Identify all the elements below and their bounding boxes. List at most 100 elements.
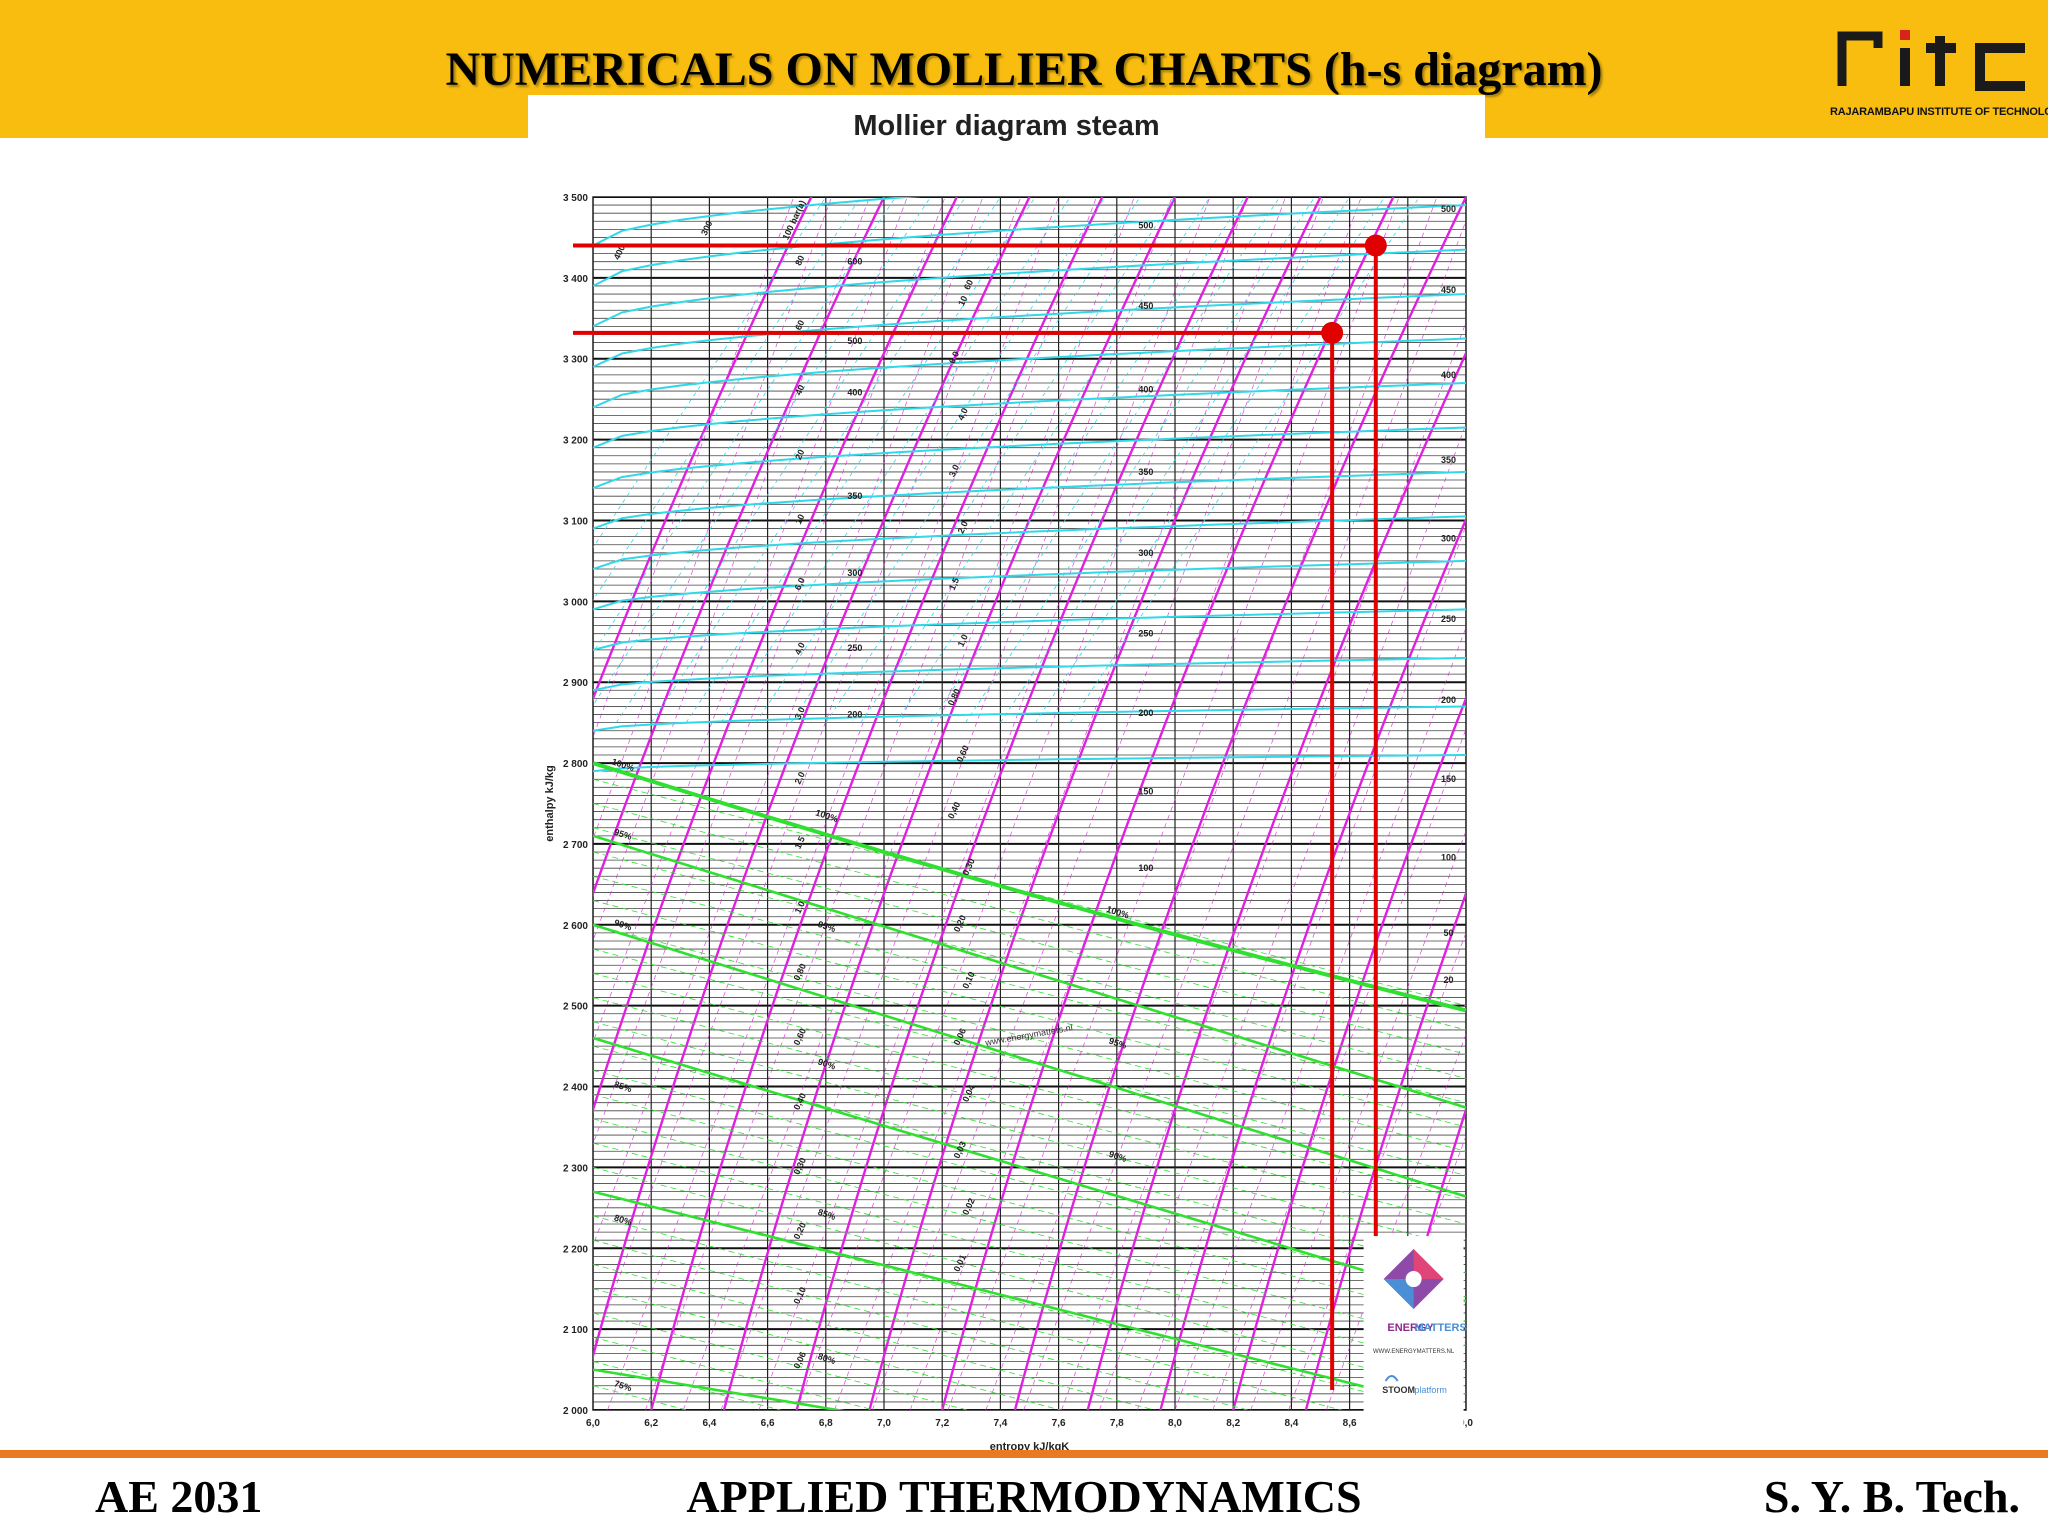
isobar-line <box>1304 889 1466 1410</box>
cyan-dash-line <box>755 197 1106 723</box>
isotherm-label: 350 <box>1138 467 1153 477</box>
mollier-chart: 6,0 6,2 6,4 6,6 6,8 7,0 7,2 7,4 7,6 7,8 8,0 8,2 8,4 8… <box>544 193 1473 1453</box>
isobar-line <box>593 197 958 1114</box>
x-tick-label: 7,6 <box>1052 1418 1066 1429</box>
platform-name-accent: platform <box>1414 1385 1447 1395</box>
class-label: S. Y. B. Tech. <box>1763 1471 2020 1522</box>
isotherm-line <box>593 337 1466 409</box>
quality-dash-line <box>593 1215 1343 1410</box>
quality-dash-line <box>593 900 1466 1128</box>
isotherm-line <box>593 470 1466 530</box>
quality-dash-line <box>593 1045 1466 1273</box>
cyan-dash-line <box>650 197 1001 723</box>
quality-dash-line <box>593 1336 876 1410</box>
state-point-marker <box>1364 234 1387 257</box>
x-tick-label: 6,6 <box>761 1418 775 1429</box>
isotherm-line <box>593 426 1466 490</box>
course-name: APPLIED THERMODYNAMICS <box>686 1471 1362 1522</box>
rit-logo-icon <box>1837 30 2025 91</box>
x-tick-label: 8,0 <box>1168 1418 1182 1429</box>
isotherm-label: 300 <box>1441 533 1456 543</box>
y-tick-label: 3 100 <box>563 516 588 527</box>
x-tick-label: 6,8 <box>819 1418 833 1429</box>
isotherm-label: 250 <box>1441 614 1456 624</box>
energymatters-logo-accent2-icon <box>1383 1279 1414 1310</box>
cyan-dash-line <box>593 197 862 601</box>
quality-dash-line <box>593 948 1466 1176</box>
quality-line <box>593 1036 1466 1303</box>
x-tick-label: 7,0 <box>877 1418 891 1429</box>
logo-caption: RAJARAMBAPU INSTITUTE OF TECHNOLOGY <box>1830 106 2048 118</box>
cyan-dash-line <box>720 197 1071 723</box>
quality-dash-line <box>593 1094 1466 1322</box>
quality-dash-line <box>593 1118 1466 1346</box>
isotherm-label: 150 <box>1441 774 1456 784</box>
quality-dash-line <box>593 1264 1156 1410</box>
volume-label: 3,0 <box>793 705 807 721</box>
chart-title: Mollier diagram steam <box>853 110 1160 142</box>
footer-divider <box>0 1450 2048 1458</box>
quality-dash-line <box>593 875 1466 1104</box>
energymatters-logo-center-icon <box>1405 1271 1422 1288</box>
brand-url: WWW.ENERGYMATTERS.NL <box>1373 1349 1455 1355</box>
quality-dash-line <box>593 1021 1466 1249</box>
cyan-dash-line <box>965 197 1316 723</box>
y-tick-label: 2 600 <box>563 921 588 932</box>
isotherm-label: 400 <box>847 388 862 398</box>
volume-label: 3,0 <box>947 463 961 479</box>
quality-dash-line <box>593 1312 969 1410</box>
isotherm-label: 250 <box>1138 629 1153 639</box>
plot-layer <box>593 197 1466 1410</box>
x-tick-label: 8,4 <box>1284 1418 1298 1429</box>
x-tick-label: 6,4 <box>702 1418 716 1429</box>
brand-name: ENERGY <box>1387 1322 1434 1334</box>
isotherm-label: 200 <box>1138 708 1153 718</box>
quality-dash-line <box>593 1288 1063 1410</box>
isotherm-line <box>593 197 922 247</box>
volume-label: 20 <box>793 448 806 461</box>
quality-dash-line <box>593 1167 1466 1395</box>
quality-dash-line <box>593 1361 782 1410</box>
energymatters-brand <box>1363 1236 1464 1447</box>
quality-dash-line <box>593 778 1466 1007</box>
isotherm-label: 300 <box>847 568 862 578</box>
cyan-dash-line <box>1069 197 1420 723</box>
x-tick-label: 7,8 <box>1110 1418 1124 1429</box>
x-tick-label: 9,0 <box>1459 1418 1473 1429</box>
y-tick-label: 2 400 <box>563 1083 588 1094</box>
cyan-dash-line <box>593 197 827 549</box>
isotherm-label: 300 <box>1138 548 1153 558</box>
isotherm-label: 400 <box>1138 384 1153 394</box>
cyan-dash-line <box>685 197 1036 723</box>
cyan-dash-line <box>860 197 1211 723</box>
volume-label: 1,0 <box>956 633 970 649</box>
isobar-line <box>941 197 1395 1410</box>
volume-label: 40 <box>793 383 806 396</box>
volume-label: 1,5 <box>947 576 961 592</box>
y-tick-label: 2 800 <box>563 759 588 770</box>
x-tick-label: 8,2 <box>1226 1418 1240 1429</box>
x-tick-label: 7,4 <box>993 1418 1007 1429</box>
isotherm-line <box>593 248 1466 328</box>
isobar-line <box>1377 1105 1466 1410</box>
cyan-dash-line <box>1034 197 1385 723</box>
platform-name: STOOM <box>1382 1385 1415 1395</box>
y-tick-label: 3 300 <box>563 355 588 366</box>
isotherm-label: 50 <box>1444 928 1454 938</box>
quality-line <box>593 923 1466 1198</box>
quality-dash-line <box>593 1191 1437 1410</box>
cyan-dash-line <box>895 197 1246 723</box>
isobar-line <box>1232 695 1466 1410</box>
isotherm-label: 100 <box>1138 863 1153 873</box>
isotherm-line <box>593 515 1466 570</box>
isotherm-label: 20 <box>1444 975 1454 985</box>
institute-logo: RAJARAMBAPU INSTITUTE OF TECHNOLOGY <box>1830 18 2048 128</box>
quality-dash-line <box>593 924 1466 1152</box>
cyan-dash-line <box>825 197 1176 723</box>
isotherm-line <box>593 705 1466 732</box>
isotherm-label: 500 <box>847 336 862 346</box>
isotherm-label: 350 <box>1441 455 1456 465</box>
isotherm-label: 250 <box>847 643 862 653</box>
volume-label: 60 <box>793 318 806 331</box>
isotherm-line <box>593 293 1466 368</box>
